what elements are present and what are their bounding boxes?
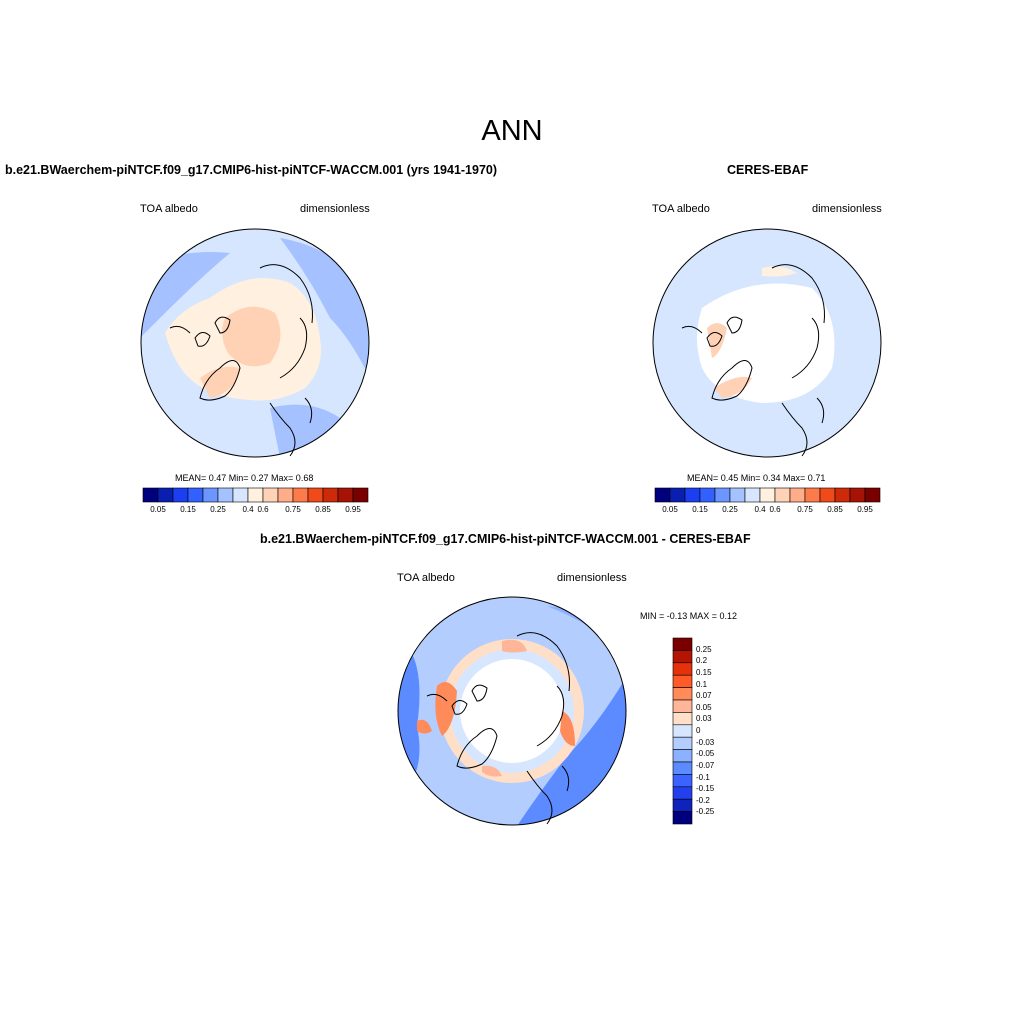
obs-colorbar-tick-label: 0.25 xyxy=(722,505,738,514)
model-colorbar-tick-label: 0.6 xyxy=(257,505,269,514)
obs-colorbar-tick-label: 0.15 xyxy=(692,505,708,514)
diff-colorbar-tick-label: 0.05 xyxy=(696,702,712,712)
model-panel-title: b.e21.BWaerchem-piNTCF.f09_g17.CMIP6-his… xyxy=(5,163,498,177)
diff-colorbar-swatch xyxy=(672,798,693,812)
model-stats: MEAN= 0.47 Min= 0.27 Max= 0.68 xyxy=(175,473,314,483)
diff-colorbar-tick-label: -0.07 xyxy=(696,760,715,770)
diff-colorbar-tick-label: -0.25 xyxy=(696,807,715,817)
diff-colorbar-swatch xyxy=(672,650,693,664)
model-colorbar-tick-label: 0.15 xyxy=(180,505,196,514)
figure-title: ANN xyxy=(481,115,543,147)
obs-colorbar-tick-label: 0.6 xyxy=(769,505,781,514)
diff-colorbar-tick-label: 0.2 xyxy=(696,656,708,666)
diff-colorbar-swatch xyxy=(672,712,693,726)
model-colorbar-swatch xyxy=(322,487,339,503)
obs-colorbar-swatch xyxy=(759,487,776,503)
diff-colorbar-swatch xyxy=(672,637,693,651)
model-colorbar-swatch xyxy=(172,487,189,503)
diff-colorbar-swatch xyxy=(672,699,693,713)
diff-colorbar-tick-label: -0.03 xyxy=(696,737,715,747)
diff-polar-map xyxy=(397,596,627,826)
obs-colorbar-swatch xyxy=(684,487,701,503)
diff-units-label: dimensionless xyxy=(557,572,627,584)
model-colorbar-swatch xyxy=(142,487,159,503)
model-colorbar-swatch xyxy=(247,487,264,503)
obs-colorbar-tick-label: 0.85 xyxy=(827,505,843,514)
diff-colorbar-swatch xyxy=(672,662,693,676)
model-variable-label: TOA albedo xyxy=(140,203,198,215)
model-colorbar-swatch xyxy=(157,487,174,503)
diff-colorbar-tick-label: 0.1 xyxy=(696,679,708,689)
model-colorbar-tick-label: 0.95 xyxy=(345,505,361,514)
model-colorbar-tick-label: 0.75 xyxy=(285,505,301,514)
model-colorbar-swatch xyxy=(232,487,249,503)
model-colorbar-swatch xyxy=(262,487,279,503)
diff-colorbar-tick-label: -0.15 xyxy=(696,784,715,794)
diff-colorbar-swatch xyxy=(672,736,693,750)
obs-colorbar-swatch xyxy=(789,487,806,503)
obs-colorbar-tick-label: 0.4 xyxy=(754,505,766,514)
obs-stats: MEAN= 0.45 Min= 0.34 Max= 0.71 xyxy=(687,473,826,483)
obs-colorbar-swatch xyxy=(729,487,746,503)
obs-panel-title: CERES-EBAF xyxy=(727,163,809,177)
obs-colorbar-swatch xyxy=(774,487,791,503)
diff-colorbar-swatch xyxy=(672,687,693,701)
model-colorbar-swatch xyxy=(352,487,369,503)
model-colorbar-swatch xyxy=(202,487,219,503)
obs-colorbar-swatch xyxy=(849,487,866,503)
model-colorbar-swatch xyxy=(307,487,324,503)
model-units-label: dimensionless xyxy=(300,203,370,215)
obs-colorbar-swatch xyxy=(819,487,836,503)
obs-colorbar-swatch xyxy=(744,487,761,503)
diff-colorbar-swatch xyxy=(672,786,693,800)
diff-colorbar-tick-label: 0 xyxy=(696,726,701,735)
obs-colorbar-swatch xyxy=(669,487,686,503)
obs-units-label: dimensionless xyxy=(812,203,882,215)
obs-colorbar-tick-label: 0.75 xyxy=(797,505,813,514)
obs-colorbar-swatch xyxy=(699,487,716,503)
model-colorbar xyxy=(142,487,369,503)
diff-colorbar-tick-label: 0.07 xyxy=(696,691,712,701)
model-colorbar-swatch xyxy=(337,487,354,503)
obs-polar-map xyxy=(652,228,882,458)
diff-colorbar xyxy=(672,637,693,825)
diff-colorbar-tick-label: -0.2 xyxy=(696,795,710,805)
model-colorbar-tick-label: 0.85 xyxy=(315,505,331,514)
diff-colorbar-tick-label: 0.03 xyxy=(696,714,712,724)
diff-panel-title: b.e21.BWaerchem-piNTCF.f09_g17.CMIP6-his… xyxy=(260,532,751,546)
diff-colorbar-swatch xyxy=(672,761,693,775)
diff-colorbar-swatch xyxy=(672,749,693,763)
obs-variable-label: TOA albedo xyxy=(652,203,710,215)
diff-colorbar-ticks: 0.25 0.2 0.15 0.1 0.07 0.05 0.03 0 -0.03 -0.05 -0.… xyxy=(696,638,736,824)
obs-colorbar-tick-label: 0.05 xyxy=(662,505,678,514)
model-polar-map xyxy=(140,228,370,458)
model-colorbar-swatch xyxy=(292,487,309,503)
model-colorbar-swatch xyxy=(187,487,204,503)
diff-stats: MIN = -0.13 MAX = 0.12 xyxy=(640,611,738,621)
model-colorbar-tick-label: 0.25 xyxy=(210,505,226,514)
obs-colorbar-swatch xyxy=(714,487,731,503)
diff-variable-label: TOA albedo xyxy=(397,572,455,584)
diff-colorbar-swatch xyxy=(672,674,693,688)
diff-colorbar-tick-label: -0.1 xyxy=(696,772,710,782)
model-colorbar-swatch xyxy=(217,487,234,503)
diff-colorbar-tick-label: 0.15 xyxy=(696,667,712,677)
model-colorbar-ticks: 0.05 0.15 0.25 0.4 0.6 0.75 0.85 0.95 xyxy=(143,505,368,517)
diff-colorbar-tick-label: -0.05 xyxy=(696,749,715,759)
diff-colorbar-swatch xyxy=(672,724,693,738)
diff-colorbar-tick-label: 0.25 xyxy=(696,644,712,654)
diff-colorbar-swatch xyxy=(672,774,693,788)
obs-colorbar-tick-label: 0.95 xyxy=(857,505,873,514)
obs-colorbar-swatch xyxy=(864,487,881,503)
obs-colorbar-swatch xyxy=(804,487,821,503)
model-colorbar-tick-label: 0.05 xyxy=(150,505,166,514)
diff-colorbar-swatch xyxy=(672,811,693,825)
obs-colorbar xyxy=(654,487,881,503)
obs-colorbar-ticks: 0.05 0.15 0.25 0.4 0.6 0.75 0.85 0.95 xyxy=(655,505,880,517)
obs-colorbar-swatch xyxy=(654,487,671,503)
model-colorbar-tick-label: 0.4 xyxy=(242,505,254,514)
model-colorbar-swatch xyxy=(277,487,294,503)
obs-colorbar-swatch xyxy=(834,487,851,503)
